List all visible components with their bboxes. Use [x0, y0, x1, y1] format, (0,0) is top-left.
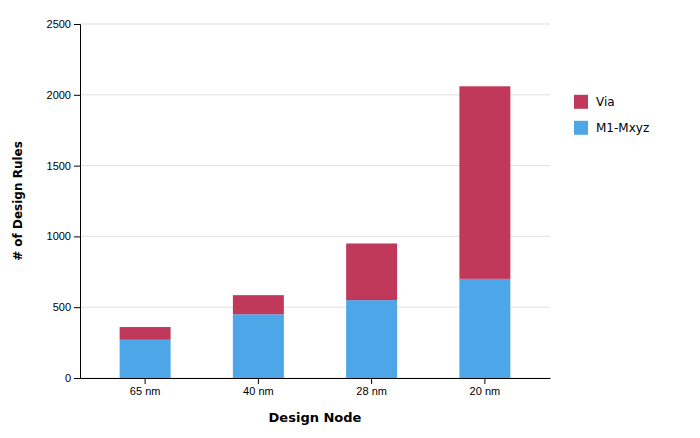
legend-swatch [574, 121, 588, 135]
x-tick-label: 65 nm [130, 385, 161, 397]
y-tick: 2500 [47, 18, 80, 30]
bar [120, 340, 171, 378]
legend-item: M1-Mxyz [574, 121, 649, 135]
grid-line [80, 24, 550, 25]
legend: Via M1-Mxyz [574, 95, 649, 135]
y-tick-label: 1000 [47, 230, 71, 242]
legend-label: M1-Mxyz [596, 121, 649, 135]
y-tick: 0 [65, 372, 80, 384]
bars [120, 86, 511, 378]
y-tick-mark [74, 95, 80, 96]
bar [233, 295, 284, 314]
y-tick-mark [74, 378, 80, 379]
x-axis: 65 nm 40 nm 28 nm 20 nm [81, 378, 551, 397]
x-tick: 40 nm [243, 378, 274, 397]
y-tick-mark [74, 307, 80, 308]
x-tick-label: 40 nm [243, 385, 274, 397]
y-tick: 1500 [47, 160, 80, 172]
y-tick-label: 0 [65, 372, 71, 384]
series [120, 86, 511, 339]
x-tick-label: 28 nm [356, 385, 387, 397]
y-tick-mark [74, 166, 80, 167]
y-tick-label: 500 [53, 301, 71, 313]
x-tick-mark [145, 378, 146, 384]
bar [459, 279, 510, 378]
x-tick-label: 20 nm [470, 385, 501, 397]
y-axis-line [74, 25, 81, 379]
plot: 65 nm 40 nm 28 nm 20 nm 0 500 1000 1500 2000 2500… [11, 18, 551, 425]
bar [233, 314, 284, 378]
x-axis-line [81, 378, 551, 379]
series [120, 279, 511, 378]
bar [346, 243, 397, 300]
y-axis: 0 500 1000 1500 2000 2500 [47, 18, 81, 384]
chart: 65 nm 40 nm 28 nm 20 nm 0 500 1000 1500 2000 2500… [0, 0, 700, 438]
legend-label: Via [596, 95, 615, 109]
y-tick-label: 1500 [47, 160, 71, 172]
bar [346, 300, 397, 378]
y-tick: 1000 [47, 230, 80, 242]
y-tick-label: 2500 [47, 18, 71, 30]
legend-item: Via [574, 95, 615, 109]
x-tick: 28 nm [356, 378, 387, 397]
grid [80, 24, 550, 378]
x-axis-title: Design Node [269, 410, 362, 425]
y-axis-title: # of Design Rules [11, 141, 25, 261]
y-tick: 500 [53, 301, 80, 313]
bar [459, 86, 510, 279]
y-tick-mark [74, 236, 80, 237]
x-tick-mark [371, 378, 372, 384]
x-tick: 65 nm [130, 378, 161, 397]
bar [120, 327, 171, 340]
legend-swatch [574, 95, 588, 109]
y-tick: 2000 [47, 89, 80, 101]
x-tick: 20 nm [470, 378, 501, 397]
x-tick-mark [258, 378, 259, 384]
x-tick-mark [484, 378, 485, 384]
y-tick-label: 2000 [47, 89, 71, 101]
y-tick-mark [74, 24, 80, 25]
